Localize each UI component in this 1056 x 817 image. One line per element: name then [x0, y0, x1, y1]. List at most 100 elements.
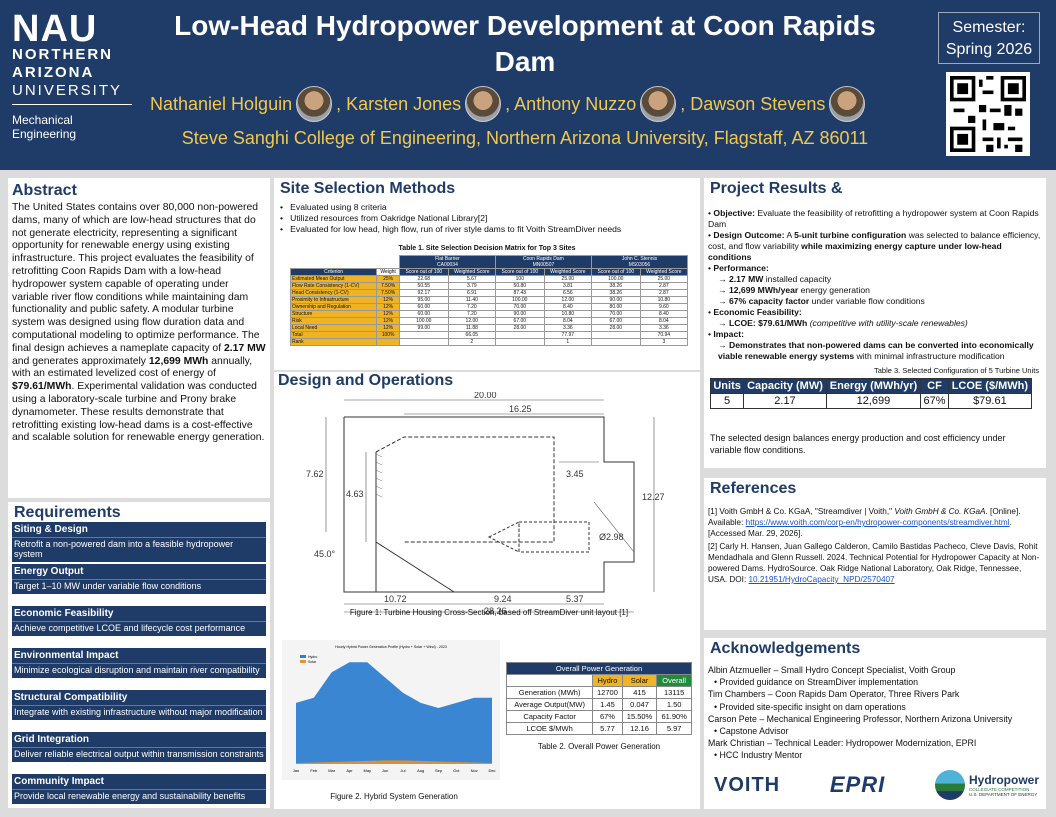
table-cell: 95.00: [398, 296, 449, 304]
results-list: • Objective: Evaluate the feasibility of…: [708, 208, 1042, 362]
text: [2] Carly H. Hansen, Juan Gallego Calder…: [708, 542, 1040, 584]
table-cell: 1.45: [592, 698, 623, 711]
slope-line: [375, 541, 455, 593]
ack-line: • HCC Industry Mentor: [714, 750, 803, 761]
requirement-desc: Integrate with existing infrastructure w…: [12, 705, 266, 720]
logo-arizona: ARIZONA: [12, 64, 95, 81]
requirement-desc: Retrofit a non-powered dam into a feasib…: [12, 537, 266, 562]
table-cell: [505, 674, 594, 687]
text: 2.17 MW: [728, 274, 764, 284]
results-heading: Project Results &: [710, 180, 843, 197]
ack-line: Albin Atzmueller – Small Hydro Concept S…: [708, 665, 956, 675]
text: (competitive with utility-scale renewabl…: [807, 318, 968, 328]
dimension-label: 9.24: [494, 594, 512, 604]
table-header: Weighted Score: [447, 268, 496, 276]
table-cell: 67.00: [590, 317, 641, 325]
requirement-desc: Provide local renewable energy and susta…: [12, 789, 266, 804]
text: Voith GmbH & Co. KGaA.: [894, 507, 988, 516]
list-item: • Performance:: [708, 263, 769, 273]
table-header: LCOE ($/MWh): [947, 378, 1033, 394]
table-cell: 66.05: [447, 331, 496, 339]
label: Design Outcome:: [713, 230, 785, 240]
logo-university: UNIVERSITY: [12, 82, 132, 105]
table-cell: [398, 331, 449, 339]
table-cell: 2: [447, 338, 496, 346]
reference-link[interactable]: 10.21951/HydroCapacity_NPD/2570407: [748, 575, 895, 584]
ack-line: Carson Pete – Mechanical Engineering Pro…: [708, 713, 1013, 724]
table-cell: [590, 331, 641, 339]
list-item: → 2.17 MW installed capacity: [718, 274, 832, 284]
table-cell: 5.67: [447, 275, 496, 283]
author-2: , Karsten Jones: [336, 93, 462, 114]
table-cell: 8.40: [639, 310, 689, 318]
abstract-text: The United States contains over 80,000 n…: [12, 202, 266, 445]
abstract-p2: and generates approximately: [12, 355, 149, 367]
table-cell: LCOE $/MWh: [505, 722, 594, 735]
text: Demonstrates that non-powered dams can b…: [718, 340, 1034, 361]
hybrid-chart-svg: Hourly Hybrid Power Generation Profile (…: [282, 640, 500, 780]
table-cell: 6.56: [543, 289, 592, 297]
text: . [Accessed Mar. 29, 2026].: [708, 518, 1012, 538]
table-cell: 12.00: [447, 317, 496, 325]
table-cell: 100.00: [590, 275, 641, 283]
list-item: • Evaluated using 8 criteria: [280, 202, 387, 212]
table-cell: 415: [621, 686, 658, 699]
table-cell: 3.36: [639, 324, 689, 332]
ack-line: • Provided site-specific insight on dam …: [714, 701, 906, 712]
requirement-desc: Target 1–10 MW under variable flow condi…: [12, 579, 266, 594]
reference-link[interactable]: https://www.voith.com/corp-en/hydropower…: [745, 518, 1010, 527]
site-name: Flat Barrier: [435, 256, 460, 262]
table-cell: 67%: [920, 393, 949, 409]
semester-label: Semester:: [952, 19, 1026, 36]
abstract-panel: Abstract The United States contains over…: [8, 178, 270, 498]
requirement-desc: Deliver reliable electrical output withi…: [12, 747, 266, 762]
list-item: → LCOE: $79.61/MWh (competitive with uti…: [718, 318, 968, 328]
requirement-desc: Achieve competitive LCOE and lifecycle c…: [12, 621, 266, 636]
table-row: Ownership and Regulation 12% 60.00 7.20 70.0…: [289, 303, 689, 311]
label: Objective:: [713, 208, 755, 218]
table-cell: Structure: [289, 310, 378, 318]
table-cell: Risk: [289, 317, 378, 325]
label: Economic Feasibility:: [713, 307, 802, 317]
table-cell: Total: [289, 331, 378, 339]
header: NAU NORTHERN ARIZONA UNIVERSITY Mechanic…: [0, 0, 1056, 170]
reference-2: [2] Carly H. Hansen, Juan Gallego Calder…: [708, 541, 1042, 585]
table-cell: 99.00: [398, 324, 449, 332]
table-row: Generation (MWh) 12700 415 13115: [505, 686, 692, 699]
fig2-caption: Figure 2. Hybrid System Generation: [330, 792, 458, 801]
table-cell: 13115: [656, 686, 692, 699]
dimension-label: 16.25: [509, 404, 532, 414]
table-cell: Average Output(MW): [505, 698, 594, 711]
table-cell: 8.04: [639, 317, 689, 325]
qr-code-icon[interactable]: [946, 72, 1030, 156]
table-cell: 77.97: [543, 331, 592, 339]
site-panel: Site Selection Methods • Evaluated using…: [274, 178, 700, 370]
table-header: Flat Barrier CA00034: [398, 255, 496, 269]
table-cell: 38.26: [590, 282, 641, 290]
author-1: Nathaniel Holguin: [150, 93, 293, 114]
legend-swatch: [300, 655, 306, 658]
x-tick-label: Mar: [328, 768, 336, 773]
table-row: Total 100% 66.05 77.97 70.94: [289, 331, 689, 339]
table-cell: 92.17: [398, 289, 449, 297]
legend-label: Solar: [308, 660, 317, 664]
hcc-sub: COLLEGIATE COMPETITION: [968, 787, 1030, 792]
table-row: Estimated Mean Output 25% 22.68 5.67 100 25.0…: [289, 275, 689, 283]
text: [1] Voith GmbH & Co. KGaA, "Streamdiver …: [708, 507, 895, 516]
table-cell: 38.26: [590, 289, 641, 297]
avatar: [465, 86, 502, 122]
table-cell: 9.60: [639, 303, 689, 311]
table-cell: 50.55: [398, 282, 449, 290]
hcc-text: Hydropower COLLEGIATE COMPETITION U.S. D…: [969, 773, 1039, 797]
table-cell: 60.00: [398, 303, 449, 311]
globe-icon: [934, 770, 965, 800]
abstract-p4: . Experimental validation was conducted …: [12, 381, 265, 444]
table-cell: 12700: [592, 686, 623, 699]
hcc-doe: U.S. DEPARTMENT OF ENERGY: [968, 792, 1038, 797]
x-tick-label: Dec: [488, 768, 495, 773]
table-cell: 70.94: [639, 331, 689, 339]
table-cell: 25%: [376, 275, 400, 283]
requirement-item: Structural Compatibility Integrate with e…: [12, 690, 266, 720]
table-cell: [494, 331, 545, 339]
table-cell: 12.16: [621, 722, 658, 735]
